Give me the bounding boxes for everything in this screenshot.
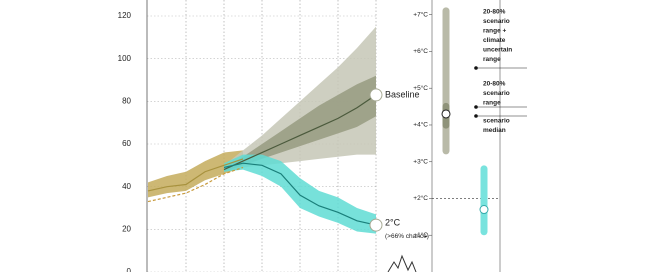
annotation: range <box>483 56 501 63</box>
y-tick-label: +1°C <box>413 231 428 239</box>
y-tick-label: 100 <box>118 54 132 63</box>
y-tick-label: 40 <box>122 182 131 191</box>
series-line <box>147 158 244 192</box>
band <box>148 150 243 198</box>
legend-label: Baseline <box>385 89 420 99</box>
range-bar <box>480 165 488 236</box>
end-marker <box>369 88 383 102</box>
y-tick-label: 120 <box>118 11 132 20</box>
annotation: median <box>483 127 506 134</box>
legend-note: (>66% chance) <box>385 233 429 240</box>
y-tick-label: 60 <box>122 139 131 148</box>
annotation: scenario <box>483 118 510 125</box>
range-bar <box>442 7 450 155</box>
series-line <box>223 162 377 226</box>
median-marker <box>441 109 451 119</box>
y-tick-label: +6°C <box>413 47 428 55</box>
y-tick-label: +5°C <box>413 84 428 92</box>
band <box>224 75 376 172</box>
legend-label: 2°C <box>385 217 401 227</box>
series-line <box>147 166 244 203</box>
annotation: range <box>483 100 501 107</box>
band <box>224 26 376 172</box>
annotation: 20-80% <box>483 9 506 16</box>
band <box>224 154 376 234</box>
annotation: scenario <box>483 18 510 25</box>
y-tick-label: 0 <box>127 267 132 272</box>
series-line <box>223 94 377 171</box>
y-tick-label: +2°C <box>413 194 428 202</box>
annotation: 20-80% <box>483 81 506 88</box>
annotation: uncertain <box>483 47 512 54</box>
annotation: climate <box>483 37 506 44</box>
y-tick-label: 80 <box>122 96 131 105</box>
y-tick-label: +4°C <box>413 121 428 129</box>
annotation: range + <box>483 28 507 35</box>
median-marker <box>479 205 489 215</box>
y-tick-label: +7°C <box>413 10 428 18</box>
annotation: scenario <box>483 90 510 97</box>
y-tick-label: +3°C <box>413 157 428 165</box>
y-tick-label: 20 <box>122 224 131 233</box>
end-marker <box>369 218 383 232</box>
decoration <box>387 254 417 272</box>
